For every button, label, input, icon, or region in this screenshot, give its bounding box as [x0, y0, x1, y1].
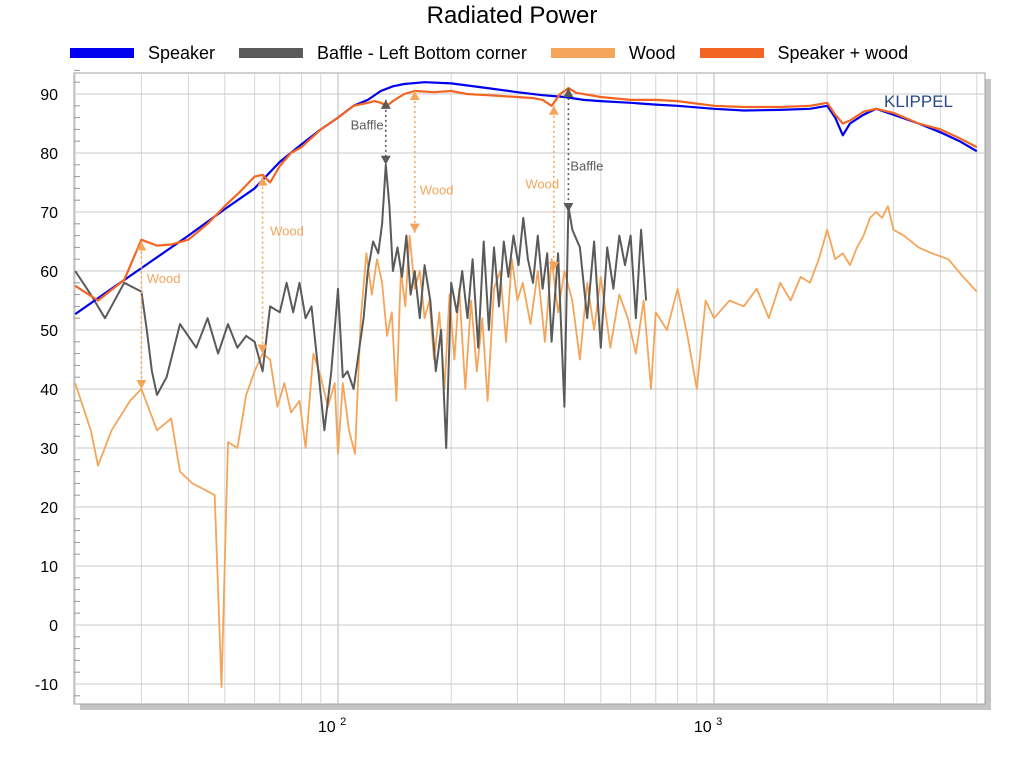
legend-swatch-speaker-wood: [699, 48, 764, 58]
annotation-label: Baffle: [351, 117, 384, 132]
legend-label-wood: Wood: [628, 42, 676, 63]
y-tick-label: -10: [35, 677, 58, 694]
annotation-arrowhead: [257, 176, 268, 186]
y-tick-label: 30: [40, 441, 58, 458]
chart-title: Radiated Power: [426, 2, 598, 29]
annotation-arrowhead: [563, 203, 574, 212]
annotation-arrowhead: [380, 99, 391, 109]
grid-lines: [74, 69, 985, 704]
legend-label-baffle: Baffle - Left Bottom corner: [317, 42, 527, 63]
annotation-arrowhead: [409, 91, 420, 101]
annotation-arrowhead: [409, 223, 420, 233]
legend-item-wood: Wood: [550, 42, 676, 64]
y-tick-label: 80: [40, 146, 58, 163]
y-tick-label: 0: [49, 618, 58, 635]
legend-item-speaker-wood: Speaker + wood: [699, 42, 909, 64]
annotations: Wood Wood Baffle Wood Wood Baffle: [136, 88, 603, 389]
legend-item-speaker: Speaker: [70, 43, 215, 64]
legend-label-speaker-wood: Speaker + wood: [777, 42, 909, 63]
y-tick-label: 60: [40, 264, 58, 281]
y-tick-label: 50: [40, 323, 58, 340]
annotation-arrowhead: [548, 262, 559, 271]
annotation-label: Baffle: [570, 159, 603, 174]
y-tick-label: 70: [40, 205, 58, 222]
series-line-baffle-left-bottom-corner: [74, 163, 648, 449]
legend-swatch-baffle: [239, 48, 304, 58]
series-line-wood: [74, 205, 978, 688]
legend-swatch-wood: [550, 48, 615, 58]
annotation-label: Wood: [525, 176, 559, 191]
x-tick-label: 10 2: [318, 716, 346, 736]
x-tick-label: 10 3: [694, 716, 722, 736]
annotation-label: Wood: [147, 271, 181, 286]
annotation-arrowhead: [380, 155, 391, 165]
axis-labels: -10 0 10 20 30 40 50 60 70 80 90 10 2 10 3: [35, 87, 722, 736]
annotation-arrowhead: [563, 88, 574, 98]
y-tick-label: 10: [40, 559, 58, 576]
annotation-arrowhead: [136, 241, 147, 251]
legend-swatch-speaker: [70, 48, 134, 58]
watermark-klippel: KLIPPEL: [884, 92, 953, 111]
y-tick-label: 20: [40, 500, 58, 517]
legend-label-speaker: Speaker: [148, 42, 216, 63]
annotation-label: Wood: [270, 224, 304, 239]
legend-item-baffle: Baffle - Left Bottom corner: [239, 43, 527, 64]
annotation-arrowhead: [257, 344, 268, 354]
legend: Speaker Baffle - Left Bottom corner Wood…: [70, 41, 932, 65]
annotation-label: Wood: [420, 182, 454, 197]
series-line-speaker-wood: [74, 86, 978, 302]
annotation-arrowhead: [136, 380, 147, 389]
y-tick-label: 40: [40, 382, 58, 399]
annotation-arrowhead: [548, 105, 559, 115]
y-tick-label: 90: [40, 87, 58, 104]
